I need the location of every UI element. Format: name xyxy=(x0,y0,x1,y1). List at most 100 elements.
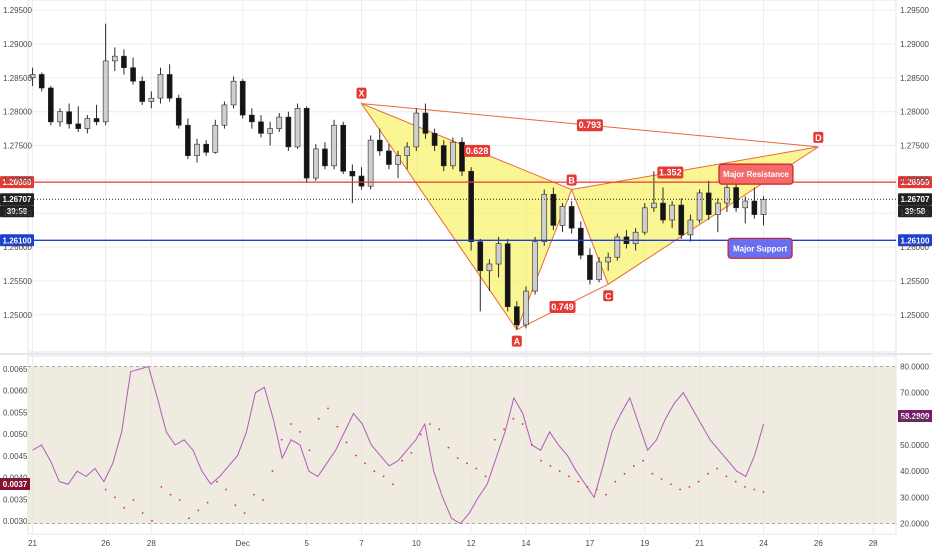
y-tick-label-left: 1.25500 xyxy=(3,277,32,286)
point-label-c: C xyxy=(605,291,612,301)
y-tick-label-left: 1.28000 xyxy=(3,108,32,117)
price-tag-label: 1.26959 xyxy=(3,178,32,187)
y-tick-label-left: 1.29500 xyxy=(3,6,32,15)
oscillator-dot xyxy=(521,423,524,425)
candle-up xyxy=(395,155,401,165)
candle-up xyxy=(148,97,155,102)
osc-band xyxy=(28,366,896,524)
y-tick-label-left: 1.29000 xyxy=(3,40,32,49)
price-tag-bg xyxy=(898,193,932,206)
y-tick-label-left: 1.26000 xyxy=(3,243,32,252)
y-tick-label-right: 1.25000 xyxy=(900,311,929,320)
oscillator-dot xyxy=(762,491,765,494)
oscillator-dot xyxy=(586,485,589,488)
candle-up xyxy=(532,241,538,292)
ratio-label-bg xyxy=(464,144,491,157)
oscillator-dot xyxy=(132,499,135,501)
oscillator-dot xyxy=(206,501,209,504)
x-tick-label: 24 xyxy=(759,539,768,548)
oscillator-dot xyxy=(549,465,552,467)
candle-up xyxy=(212,124,219,153)
oscillator-dot xyxy=(327,407,329,410)
candle-up xyxy=(194,143,200,156)
oscillator-dot xyxy=(530,444,533,446)
oscillator-dot xyxy=(707,472,709,475)
candle-down xyxy=(285,116,292,148)
oscillator-dot xyxy=(697,480,700,483)
axes: 21 26 28 Dec 5 7 10 12 14 17 19 21 24 26 28 1.29500 1.29… xyxy=(3,6,930,548)
oscillator-dot xyxy=(632,465,635,467)
candle-up xyxy=(669,204,675,221)
candle-down xyxy=(678,204,685,236)
oscillator-dot xyxy=(271,470,274,473)
candle-down xyxy=(440,145,447,167)
level-box-label: Major Resistance xyxy=(723,170,789,179)
candle-down xyxy=(340,124,347,172)
osc-left-tick: 0.0060 xyxy=(3,387,28,396)
oscillator-dot xyxy=(679,488,682,491)
oscillator-dot xyxy=(419,433,422,436)
ratio-label-bg xyxy=(657,166,684,179)
price-tag-bg xyxy=(0,234,34,247)
candle-down xyxy=(550,193,557,226)
osc-right-value-bg xyxy=(898,410,932,422)
price-lines: 1.26959 1.26959 1.26100 1.26100 1.26707 1.267… xyxy=(0,176,932,247)
price-tag-label: 1.26707 xyxy=(901,195,930,204)
candle-up xyxy=(687,219,694,236)
candle-down xyxy=(514,306,520,326)
point-label-bg xyxy=(603,290,614,302)
candle-up xyxy=(696,192,703,221)
oscillator-dot xyxy=(391,483,394,486)
x-tick-label: 21 xyxy=(28,539,37,548)
oscillator-dot xyxy=(373,470,376,473)
y-tick-label-right: 1.25500 xyxy=(900,277,929,286)
oscillator-dot xyxy=(475,467,478,470)
point-label-a: A xyxy=(514,337,521,347)
oscillator-dot xyxy=(734,480,737,483)
y-tick-label-right: 1.28000 xyxy=(900,108,929,117)
y-tick-label-left: 1.27500 xyxy=(3,142,32,151)
y-tick-label-left: 1.27000 xyxy=(3,175,32,184)
candle-down xyxy=(249,114,255,123)
countdown-tag-label: 39:58 xyxy=(905,207,926,216)
oscillator-dot xyxy=(651,472,654,475)
candle-up xyxy=(29,74,36,79)
candle-down xyxy=(93,118,100,123)
price-tag-label: 1.26100 xyxy=(3,236,32,245)
oscillator-dot xyxy=(716,467,719,470)
osc-left-tick: 0.0055 xyxy=(3,408,28,417)
candle-down xyxy=(587,254,593,280)
candle-up xyxy=(486,263,493,272)
candle-down xyxy=(577,227,584,256)
candle-up xyxy=(605,256,612,263)
oscillator-dot xyxy=(725,475,728,478)
candle-down xyxy=(139,80,146,102)
oscillator-dot xyxy=(290,423,292,425)
oscillator-dot xyxy=(336,425,339,428)
oscillator-dot xyxy=(540,459,543,462)
x-tick-label: 28 xyxy=(869,539,878,548)
oscillator-dot xyxy=(568,475,570,478)
candle-down xyxy=(733,187,739,209)
oscillator-dot xyxy=(169,493,172,496)
osc-left-value-bg xyxy=(0,478,30,490)
main-panel-frame xyxy=(27,0,897,353)
ratio-label: 0.793 xyxy=(579,120,602,130)
point-label-bg xyxy=(356,87,367,99)
osc-right-tick: 50.0000 xyxy=(900,441,929,450)
oscillator-dot xyxy=(429,423,431,425)
level-box xyxy=(718,163,794,185)
oscillator-dot xyxy=(577,480,580,483)
x-tick-label: 26 xyxy=(101,539,110,548)
candle-down xyxy=(705,192,712,215)
oscillator-dot xyxy=(123,506,126,509)
candle-down xyxy=(48,87,54,123)
level-box xyxy=(727,237,793,259)
osc-left-tick: 0.0035 xyxy=(3,495,28,504)
osc-right-tick: 70.0000 xyxy=(900,389,929,398)
y-tick-label-left: 1.26500 xyxy=(3,209,32,218)
point-label-d: D xyxy=(815,133,822,143)
oscillator-dot xyxy=(225,488,228,491)
candle-down xyxy=(38,74,45,89)
